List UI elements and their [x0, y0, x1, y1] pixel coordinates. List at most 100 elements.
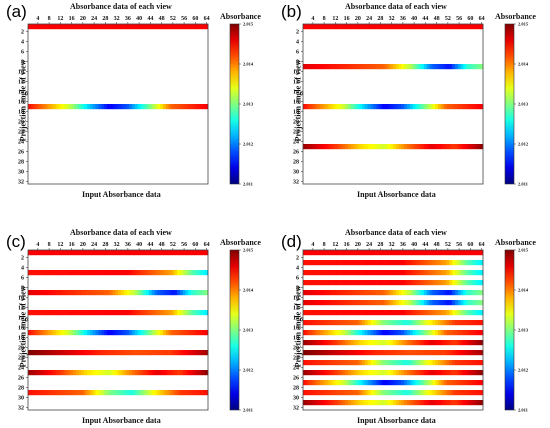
heatmap-cell — [311, 300, 315, 306]
heatmap-cell — [387, 260, 391, 266]
heatmap-cell — [438, 370, 442, 376]
heatmap-cell — [193, 350, 198, 356]
heatmap-cell — [404, 64, 408, 70]
heatmap-cell — [179, 370, 183, 376]
heatmap-cell — [432, 400, 436, 406]
heatmap-cell — [409, 24, 413, 30]
heatmap-cell — [404, 24, 408, 30]
heatmap-cell — [466, 370, 470, 376]
heatmap-cell — [401, 330, 405, 336]
heatmap-cell — [53, 390, 57, 396]
heatmap-cell — [70, 310, 74, 316]
heatmap-cell — [432, 24, 436, 30]
heatmap-cell — [426, 310, 430, 316]
heatmap-cell — [146, 24, 150, 30]
heatmap-cell — [339, 380, 343, 386]
y-axis-label: Projection angle of view — [18, 285, 28, 368]
heatmap-cell — [314, 350, 318, 356]
heatmap-cell — [58, 24, 63, 30]
heatmap-cell — [311, 330, 315, 336]
heatmap-cell — [322, 64, 326, 70]
heatmap-cell — [160, 290, 164, 296]
heatmap-cell — [339, 340, 343, 346]
x-tick-label: 28 — [377, 242, 383, 248]
heatmap-cell — [409, 400, 413, 406]
heatmap-cell — [308, 380, 312, 386]
heatmap-cell — [418, 320, 422, 326]
heatmap-cell — [339, 104, 343, 110]
heatmap-cell — [409, 104, 413, 110]
heatmap-row — [28, 104, 209, 110]
heatmap-svg-c: 4 8 12 16 20 24 28 32 36 40 44 48 52 56 60 642468101214… — [18, 242, 254, 413]
heatmap-cell — [477, 24, 481, 30]
heatmap-cell — [325, 260, 329, 266]
heatmap-cell — [452, 370, 456, 376]
heatmap-row — [303, 290, 484, 296]
heatmap-cell — [401, 144, 405, 150]
heatmap-cell — [331, 400, 335, 406]
heatmap-cell — [123, 250, 127, 256]
heatmap-cell — [182, 250, 186, 256]
heatmap-cell — [118, 290, 122, 296]
heatmap-cell — [466, 390, 470, 396]
heatmap-cell — [443, 280, 447, 286]
heatmap-cell — [468, 390, 473, 396]
heatmap-cell — [348, 390, 352, 396]
heatmap-cell — [339, 320, 343, 326]
heatmap-cell — [342, 400, 346, 406]
heatmap-cell — [193, 270, 198, 276]
heatmap-cell — [331, 104, 335, 110]
heatmap-cell — [348, 340, 352, 346]
heatmap-cell — [185, 250, 189, 256]
heatmap-cell — [471, 320, 475, 326]
heatmap-cell — [435, 270, 439, 276]
heatmap-cell — [322, 400, 326, 406]
heatmap-cell — [148, 104, 153, 110]
heatmap-cell — [443, 270, 447, 276]
heatmap-cell — [123, 330, 127, 336]
heatmap-cell — [322, 290, 326, 296]
x-tick-label: 60 — [467, 242, 473, 248]
heatmap-cell — [112, 270, 116, 276]
heatmap-cell — [199, 330, 203, 336]
heatmap-cell — [457, 280, 461, 286]
heatmap-cell — [477, 350, 481, 356]
heatmap-cell — [30, 330, 34, 336]
heatmap-cell — [171, 290, 175, 296]
heatmap-cell — [163, 310, 167, 316]
heatmap-cell — [390, 390, 394, 396]
heatmap-cell — [61, 330, 65, 336]
heatmap-cell — [440, 400, 444, 406]
heatmap-cell — [348, 380, 352, 386]
heatmap-cell — [73, 24, 77, 30]
heatmap-cell — [426, 270, 430, 276]
heatmap-cell — [126, 390, 130, 396]
heatmap-cell — [305, 390, 309, 396]
heatmap-cell — [463, 400, 467, 406]
heatmap-cell — [120, 250, 124, 256]
heatmap-cell — [421, 340, 425, 346]
heatmap-cell — [384, 390, 388, 396]
heatmap-cell — [421, 330, 425, 336]
x-tick-label: 44 — [147, 16, 153, 22]
heatmap-cell — [449, 310, 453, 316]
heatmap-cell — [311, 320, 315, 326]
heatmap-cell — [393, 380, 397, 386]
heatmap-cell — [328, 64, 332, 70]
heatmap-cell — [468, 280, 473, 286]
heatmap-cell — [471, 24, 475, 30]
heatmap-cell — [384, 380, 388, 386]
heatmap-cell — [395, 300, 399, 306]
y-tick-label: 32 — [293, 180, 299, 186]
heatmap-cell — [314, 290, 318, 296]
x-tick-label: 24 — [366, 16, 372, 22]
heatmap-cell — [477, 320, 481, 326]
heatmap-row — [28, 370, 209, 376]
heatmap-cell — [157, 370, 161, 376]
heatmap-cell — [362, 280, 366, 286]
heatmap-cell — [378, 380, 383, 386]
heatmap-cell — [303, 330, 307, 336]
heatmap-cell — [443, 320, 447, 326]
heatmap-cell — [308, 104, 312, 110]
heatmap-cell — [435, 310, 439, 316]
